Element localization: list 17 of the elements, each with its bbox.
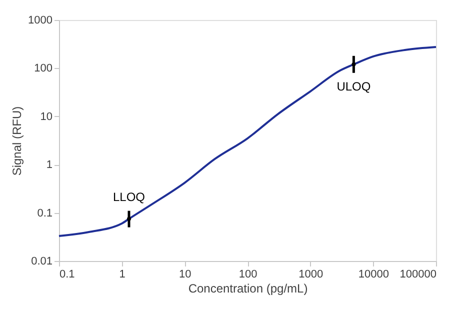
- x-tick-label: 1: [119, 268, 126, 280]
- x-tick-label: 0.1: [60, 268, 75, 280]
- y-tick-label: 1000: [28, 14, 52, 26]
- annotation: LLOQ: [112, 190, 145, 204]
- y-tick-label: 10: [40, 110, 52, 123]
- y-tick-label: 100: [34, 62, 52, 75]
- y-tick-label: 0.01: [31, 256, 52, 268]
- x-tick-label: 100000: [400, 268, 436, 280]
- annotation: ULOQ: [336, 79, 371, 94]
- y-tick-label: 1: [46, 159, 52, 172]
- y-axis-title: Signal (RFU): [10, 106, 24, 176]
- y-tick-label: 0.1: [37, 207, 52, 220]
- x-tick-label: 100: [238, 268, 258, 280]
- x-tick-label: 1000: [298, 268, 324, 280]
- x-tick-label: 10000: [358, 268, 389, 280]
- x-tick-label: 10: [179, 268, 192, 280]
- x-axis-title: Concentration (pg/mL): [188, 282, 308, 296]
